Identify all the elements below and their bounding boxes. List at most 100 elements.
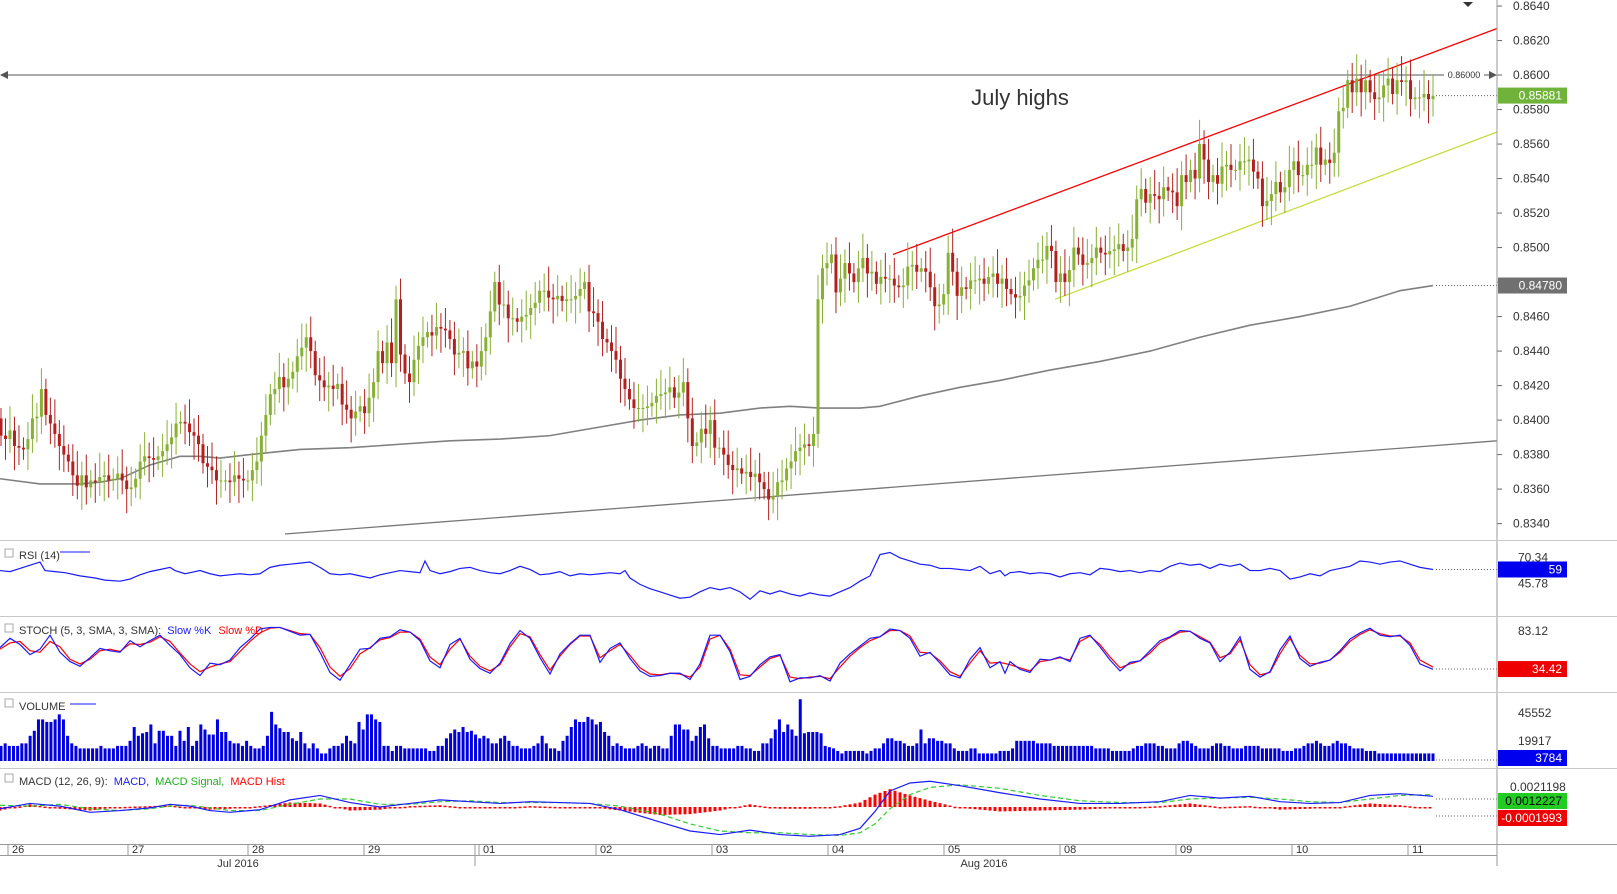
candle [223, 480, 227, 482]
volume-bar [74, 745, 78, 761]
macd-hist-bar [733, 807, 737, 809]
price-tick-label: 0.8400 [1513, 413, 1550, 427]
stoch-legend: STOCH (5, 3, SMA, 3, SMA): Slow %K Slow … [19, 625, 263, 637]
candle [1229, 164, 1233, 170]
volume-bar [578, 721, 582, 761]
macd-hist-bar [803, 807, 807, 809]
macd-hist-bar [1158, 806, 1162, 808]
candle [1175, 192, 1179, 207]
macd-hist-bar [1348, 805, 1352, 808]
macd-hist-bar [343, 807, 347, 810]
macd-hist-bar [1318, 807, 1322, 809]
candle [363, 406, 367, 414]
candle [62, 445, 66, 455]
macd-hist-bar [993, 807, 997, 811]
macd-hist-bar [393, 807, 397, 809]
volume-bar [1123, 750, 1127, 761]
macd-hist-bar [523, 806, 527, 808]
volume-bar [898, 740, 902, 761]
volume-bar [811, 732, 815, 761]
candle [111, 478, 115, 481]
candle [66, 454, 70, 462]
macd-hist-bar [128, 806, 132, 809]
candle [21, 447, 25, 450]
candle [816, 299, 820, 434]
macd-hist-bar [133, 806, 137, 809]
volume-bar [107, 748, 111, 761]
macd-hist-bar [1188, 803, 1192, 807]
macd-hist-bar [1368, 803, 1372, 807]
volume-bar [623, 748, 627, 761]
volume-bar [153, 743, 157, 761]
macd-hist-bar [1213, 806, 1217, 808]
macd-hist-bar [493, 807, 497, 809]
volume-bar [1356, 748, 1360, 761]
volume-bar [886, 738, 890, 761]
candle [174, 423, 178, 438]
volume-bar [919, 729, 923, 761]
macd-hist-bar [868, 797, 872, 807]
candle [587, 282, 591, 312]
candle [1247, 159, 1251, 162]
macd-hist-value-box: -0.0001993 [1501, 811, 1562, 825]
volume-bar [482, 735, 486, 761]
macd-hist-bar [618, 807, 622, 811]
macd-hist-bar [1373, 803, 1377, 807]
macd-hist-bar [1343, 806, 1347, 808]
candle [48, 414, 52, 424]
price-panel[interactable]: 0.8640 0.8620 0.8600 0.8580 0.8560 0.8540 0.85… [0, 0, 1567, 535]
volume-bar [1006, 750, 1010, 761]
macd-hist-bar [833, 806, 837, 809]
macd-hist-bar [428, 805, 432, 808]
candle [143, 456, 147, 462]
volume-bar [777, 719, 781, 761]
candle [1283, 187, 1287, 193]
macd-hist-bar [1358, 804, 1362, 807]
trend-line [1054, 131, 1498, 300]
volume-bar [394, 745, 398, 761]
volume-bar [707, 738, 711, 761]
macd-hist-bar [863, 799, 867, 807]
candle [520, 316, 524, 322]
candle [268, 394, 272, 415]
price-tick-label: 0.8360 [1513, 482, 1550, 496]
volume-bar [1106, 748, 1110, 761]
volume-bar [190, 745, 194, 761]
candle [1036, 259, 1040, 269]
macd-hist-bar [438, 805, 442, 807]
moving-average-line [0, 284, 1434, 485]
volume-panel[interactable]: 45552 19917 3784 [0, 698, 1567, 766]
macd-hist-bar [1418, 807, 1422, 809]
stoch-k-line [0, 626, 1434, 683]
candle [264, 414, 268, 436]
volume-bar [1285, 750, 1289, 761]
candle [502, 304, 506, 306]
volume-bar [1190, 743, 1194, 761]
macd-hist-bar [473, 807, 477, 809]
volume-bar [682, 729, 686, 761]
macd-hist-bar [278, 803, 282, 807]
candle [960, 287, 964, 296]
volume-bar [524, 748, 528, 761]
stochastic-panel[interactable]: 83.12 34.42 [0, 623, 1567, 683]
macd-hist-bar [413, 805, 417, 808]
volume-bar [544, 743, 548, 761]
candle [650, 402, 654, 407]
volume-bar [478, 738, 482, 761]
candle [825, 263, 829, 269]
volume-bar [328, 748, 332, 761]
candle [906, 266, 910, 286]
volume-bar [215, 719, 219, 761]
volume-bar [1360, 748, 1364, 761]
candle [1373, 92, 1377, 100]
candle [695, 442, 699, 446]
candle [1207, 159, 1211, 183]
candle [1355, 78, 1359, 93]
macd-hist-bar [1338, 807, 1342, 809]
macd-hist-bar [1383, 804, 1387, 807]
candle [565, 299, 569, 302]
candle [1005, 278, 1009, 289]
